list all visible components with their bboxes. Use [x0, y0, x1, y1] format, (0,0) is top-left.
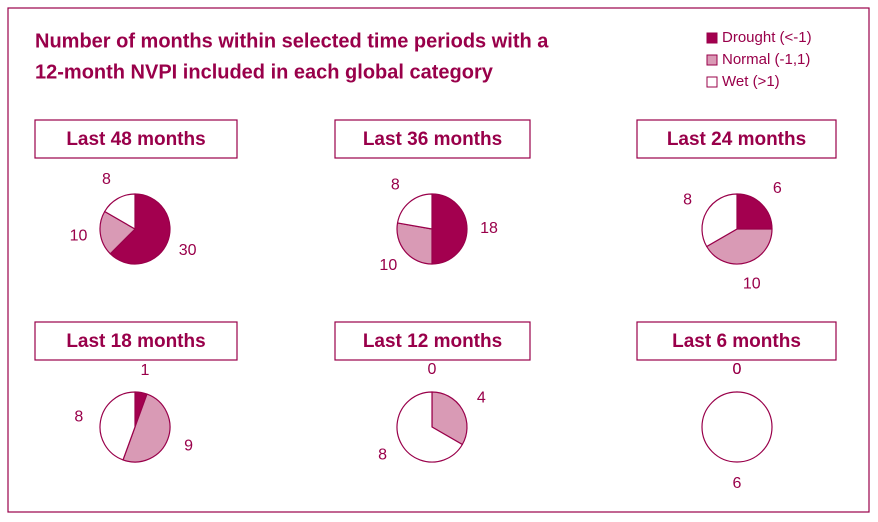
data-label: 8: [391, 177, 400, 194]
pie-slice: [109, 193, 171, 265]
data-label: 0: [733, 361, 742, 378]
pie-title-box: [636, 119, 837, 159]
data-label: 10: [70, 228, 88, 245]
legend-swatch: [706, 76, 718, 88]
legend-label: Normal (-1,1): [722, 51, 810, 68]
pie-slice: [701, 391, 773, 463]
legend-label: Wet (>1): [722, 73, 780, 90]
pie-title: Last 18 months: [66, 331, 205, 352]
data-label: 8: [74, 408, 83, 425]
pie-slice: [104, 193, 136, 230]
pie-slice: [396, 391, 463, 463]
pie-slice: [736, 193, 773, 230]
data-label: 6: [773, 180, 782, 197]
data-label: 8: [683, 192, 692, 209]
pie-slice: [396, 193, 433, 230]
pie-title-box: [34, 119, 238, 159]
legend-label: Drought (<-1): [722, 29, 812, 46]
pie-title: Last 6 months: [672, 331, 801, 352]
data-label: 18: [480, 220, 498, 237]
data-label: 4: [477, 390, 486, 407]
legend-swatch: [706, 54, 718, 66]
data-label: 1: [140, 362, 149, 379]
pie-title-box: [34, 321, 238, 361]
pie-title-box: [636, 321, 837, 361]
data-label: 6: [733, 475, 742, 492]
pie-title: Last 36 months: [363, 129, 502, 150]
pie-slice: [431, 193, 468, 265]
data-label: 0: [428, 361, 437, 378]
pie-slice: [701, 193, 738, 248]
legend-swatch: [706, 32, 718, 44]
pie-title-box: [334, 119, 531, 159]
pie-slice: [99, 210, 136, 255]
pie-slice: [122, 393, 171, 463]
data-label: 10: [379, 257, 397, 274]
data-label: 8: [378, 447, 387, 464]
pie-slice: [99, 391, 136, 461]
pie-title-box: [334, 321, 531, 361]
data-label: 10: [743, 275, 761, 292]
data-label: 9: [184, 438, 193, 455]
chart-title: Number of months within selected time pe…: [35, 30, 549, 52]
pie-title: Last 24 months: [667, 129, 806, 150]
pie-slice: [396, 222, 433, 265]
pie-title: Last 12 months: [363, 331, 502, 352]
data-label: 0: [733, 361, 742, 378]
chart-title: 12-month NVPI included in each global ca…: [35, 61, 494, 83]
data-label: 30: [179, 242, 197, 259]
pie-title: Last 48 months: [66, 129, 205, 150]
data-label: 8: [102, 171, 111, 188]
